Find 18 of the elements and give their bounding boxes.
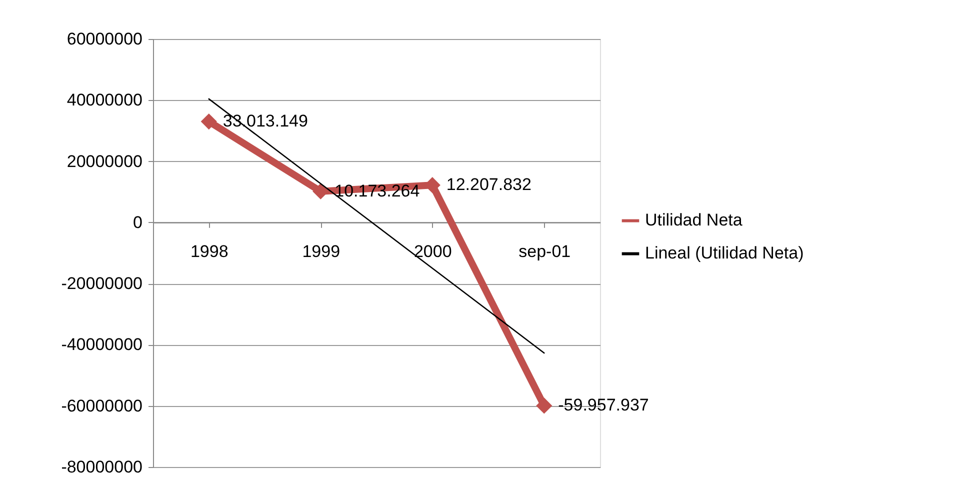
y-tick-label: 40000000 (66, 90, 142, 110)
y-tick-label: 60000000 (66, 30, 142, 48)
y-tick-label: 20000000 (66, 152, 142, 171)
x-tick-label: 2000 (414, 242, 452, 261)
y-tick-label: 0 (133, 212, 142, 232)
y-tick-label: -20000000 (61, 274, 142, 294)
legend-label: Lineal (Utilidad Neta) (645, 244, 804, 263)
y-tick-label: -80000000 (61, 458, 142, 476)
point (536, 398, 552, 414)
data-label: -59.957.937 (558, 396, 649, 415)
point (200, 113, 217, 130)
legend-label: Utilidad Neta (645, 210, 743, 230)
x-tick-label: 1999 (302, 242, 340, 261)
data-label: 12.207.832 (446, 175, 532, 194)
x-tick-label: 1998 (190, 242, 228, 261)
y-tick-label: -60000000 (61, 396, 142, 416)
y-tick-label: -40000000 (61, 335, 142, 354)
x-tick-label: sep-01 (518, 242, 571, 261)
